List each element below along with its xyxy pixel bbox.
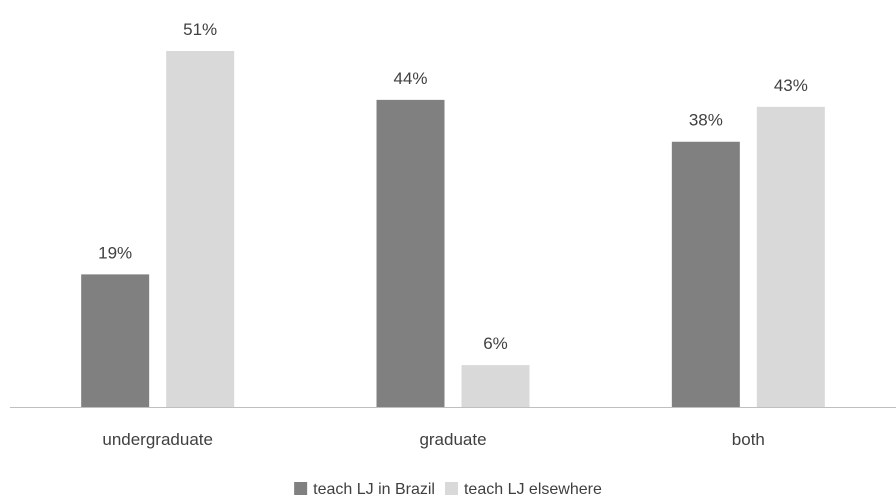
- legend-label-series-1: teach LJ in Brazil: [313, 481, 435, 498]
- x-axis-tick-labels: undergraduate graduate both: [102, 430, 765, 449]
- x-tick-label-graduate: graduate: [419, 430, 486, 449]
- legend: teach LJ in Brazil teach LJ elsewhere: [294, 481, 602, 498]
- data-label-both-series-1: 38%: [689, 111, 723, 130]
- legend-label-series-2: teach LJ elsewhere: [464, 481, 602, 498]
- bar-graduate-series-2: [461, 365, 530, 407]
- bar-undergraduate-series-1: [81, 274, 150, 407]
- x-tick-label-both: both: [732, 430, 765, 449]
- bar-graduate-series-1: [376, 99, 445, 408]
- data-label-undergraduate-series-2: 51%: [183, 20, 217, 39]
- bar-both-series-2: [756, 106, 825, 407]
- data-label-graduate-series-1: 44%: [393, 69, 427, 88]
- data-labels-layer: 19% 51% 44% 6% 38% 43%: [98, 20, 808, 353]
- bar-both-series-1: [671, 141, 740, 407]
- bar-undergraduate-series-2: [166, 51, 235, 407]
- data-label-both-series-2: 43%: [774, 76, 808, 95]
- data-label-undergraduate-series-1: 19%: [98, 243, 132, 262]
- data-label-graduate-series-2: 6%: [483, 334, 508, 353]
- legend-swatch-series-1: [294, 482, 308, 495]
- bars-layer: [81, 51, 825, 408]
- x-tick-label-undergraduate: undergraduate: [102, 430, 213, 449]
- legend-swatch-series-2: [444, 482, 458, 495]
